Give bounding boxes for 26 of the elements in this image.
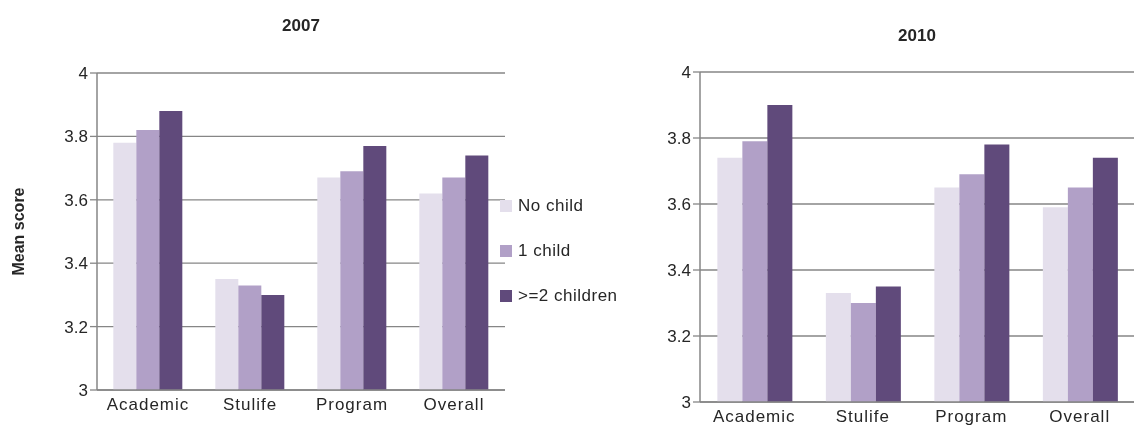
x-tick-label: Program — [935, 407, 1008, 427]
chart-title: 2010 — [897, 26, 937, 46]
chart-title: 2007 — [281, 16, 321, 36]
x-tick-label: Stulife — [222, 395, 278, 415]
y-tick-label: 4 — [78, 64, 88, 84]
legend-label: 1 child — [518, 241, 571, 261]
y-axis-title: Mean score — [10, 187, 27, 276]
y-tick-label: 3.2 — [667, 327, 691, 347]
y-tick-label: 3.8 — [64, 127, 88, 147]
y-tick-label: 3.2 — [64, 317, 88, 337]
y-tick-label: 3.4 — [64, 254, 88, 274]
x-tick-label: Stulife — [835, 407, 890, 427]
x-tick-label: Overall — [423, 395, 485, 415]
x-tick-label: Academic — [712, 407, 796, 427]
y-tick-label: 3.8 — [667, 129, 691, 149]
y-tick-label: 3.6 — [667, 195, 691, 215]
y-tick-label: 3 — [681, 393, 691, 413]
y-tick-label: 4 — [681, 63, 691, 83]
legend-label: No child — [518, 196, 584, 216]
legend-label: >=2 children — [518, 286, 618, 306]
x-tick-label: Academic — [106, 395, 190, 415]
x-tick-label: Program — [315, 395, 389, 415]
y-tick-label: 3.4 — [667, 261, 691, 281]
y-tick-label: 3 — [78, 381, 88, 401]
y-tick-label: 3.6 — [64, 190, 88, 210]
x-tick-label: Overall — [1049, 407, 1111, 427]
